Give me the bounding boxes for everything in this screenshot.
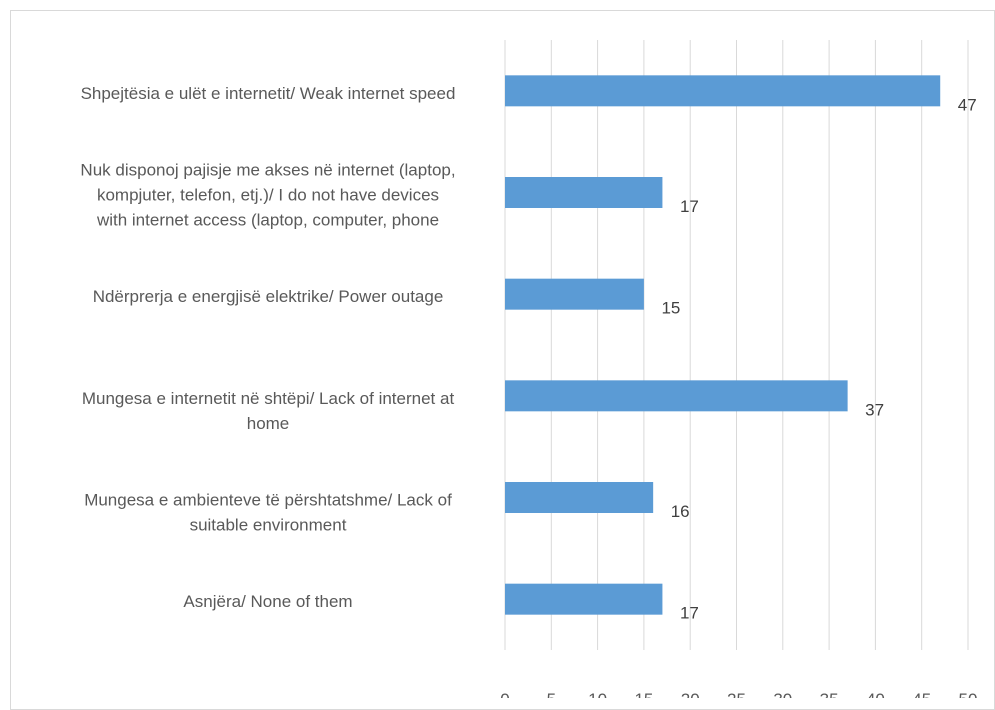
data-label-3: 37 [865,400,884,419]
bar-4 [505,482,654,513]
data-label-5: 17 [680,604,699,623]
category-labels: Shpejtësia e ulët e internetit/ Weak int… [80,84,455,611]
category-label-3-line-0: Mungesa e internetit në shtëpi/ Lack of … [82,389,455,408]
x-tick-label-45: 45 [912,690,931,698]
category-label-0-line-0: Shpejtësia e ulët e internetit/ Weak int… [81,84,456,103]
bar-2 [505,278,644,310]
category-label-1-line-0: Nuk disponoj pajisje me akses në interne… [80,161,455,180]
data-label-1: 17 [680,197,699,216]
category-label-4-line-0: Mungesa e ambienteve të përshtatshme/ La… [84,491,452,510]
x-tick-label-50: 50 [959,690,978,698]
category-label-4-line-1: suitable environment [190,516,347,535]
x-tick-label-5: 5 [547,690,556,698]
gridlines [504,40,969,650]
category-label-3-line-1: home [247,414,290,433]
x-tick-label-40: 40 [866,690,885,698]
bar-1 [505,177,663,208]
category-label-1-line-2: with internet access (laptop, computer, … [96,211,439,230]
data-label-2: 15 [661,299,680,318]
data-label-0: 47 [958,95,977,114]
x-tick-label-10: 10 [588,690,607,698]
data-labels: 47 17 15 37 16 17 [661,95,976,622]
x-tick-label-35: 35 [820,690,839,698]
x-tick-label-0: 0 [500,690,509,698]
data-label-4: 16 [671,502,690,521]
bar-0 [505,75,941,107]
x-tick-label-25: 25 [727,690,746,698]
x-tick-labels: 0 5 10 15 20 25 30 35 40 45 50 [500,690,977,698]
x-tick-label-20: 20 [681,690,700,698]
x-tick-label-15: 15 [634,690,653,698]
bar-5 [505,583,663,615]
x-tick-label-30: 30 [773,690,792,698]
bars [505,75,941,615]
category-label-5-line-0: Asnjëra/ None of them [183,592,352,611]
chart-frame [10,10,995,710]
bar-3 [505,380,848,412]
category-label-1-line-1: kompjuter, telefon, etj.)/ I do not have… [97,186,439,205]
category-label-2-line-0: Ndërprerja e energjisë elektrike/ Power … [93,287,444,306]
